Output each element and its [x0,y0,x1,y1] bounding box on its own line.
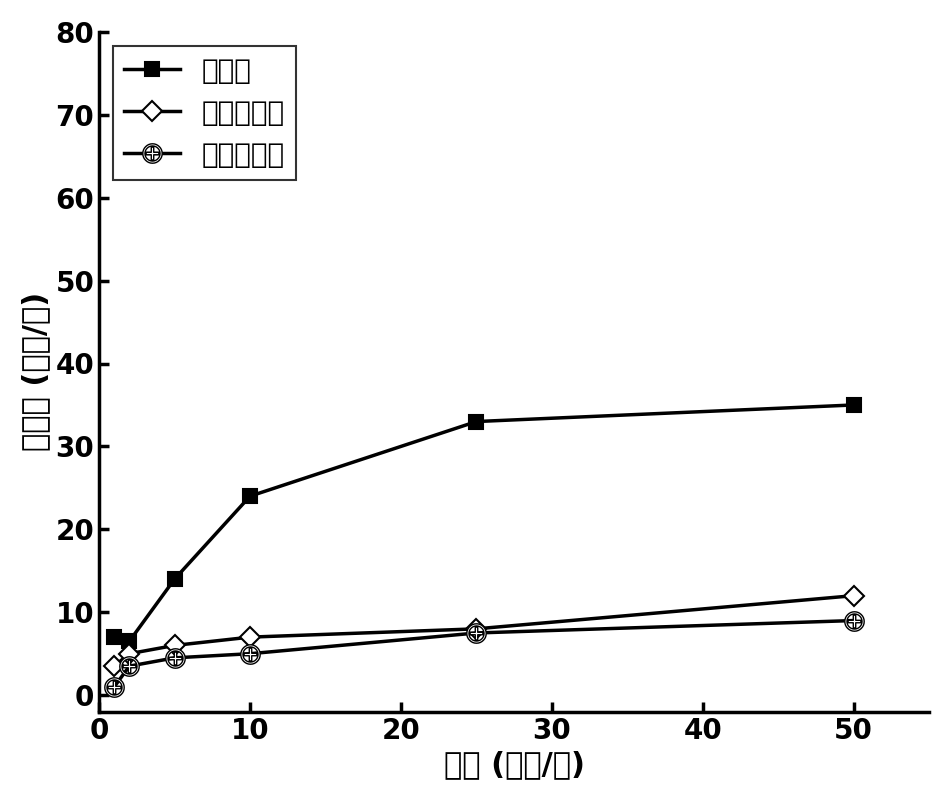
Line: 芦荟大黄素: 芦荟大黄素 [104,611,864,697]
芦荟大黄素 [470,628,482,638]
大黄素甲醚 [244,632,256,642]
芦荟大黄素 [169,653,180,662]
大黄素甲醚 [848,591,860,601]
大黄素 [108,632,120,642]
大黄素甲醚 [124,649,135,658]
大黄素 [848,400,860,410]
Legend: 大黄素, 大黄素甲醚, 芦荟大黄素: 大黄素, 大黄素甲醚, 芦荟大黄素 [113,46,296,180]
大黄素甲醚 [169,641,180,650]
X-axis label: 浓度 (毫克/升): 浓度 (毫克/升) [444,750,584,779]
大黄素 [470,417,482,426]
芦荟大黄素 [244,649,256,658]
大黄素 [169,574,180,584]
大黄素甲醚 [470,624,482,634]
Line: 大黄素: 大黄素 [107,398,861,648]
大黄素 [244,491,256,501]
芦荟大黄素 [108,682,120,692]
大黄素甲醚 [108,662,120,671]
Y-axis label: 吸附量 (毫克/克): 吸附量 (毫克/克) [21,292,49,451]
大黄素 [124,637,135,646]
芦荟大黄素 [848,616,860,626]
Line: 大黄素甲醚: 大黄素甲醚 [107,589,861,673]
芦荟大黄素 [124,662,135,671]
